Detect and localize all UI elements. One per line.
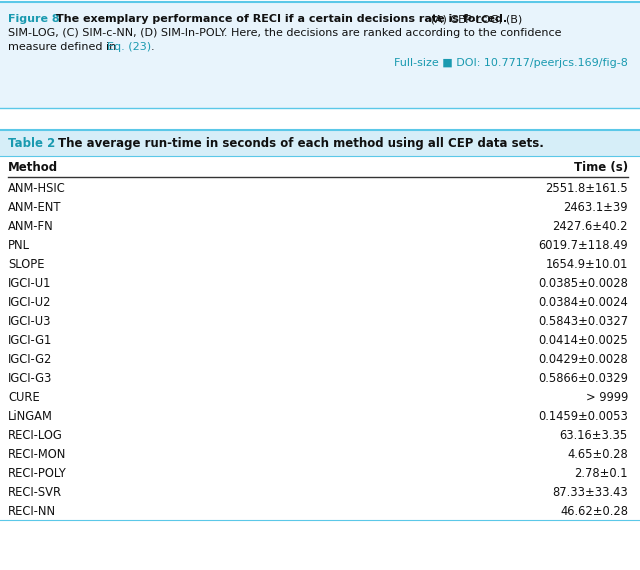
Text: 2463.1±39: 2463.1±39 — [563, 201, 628, 214]
Text: RECI-NN: RECI-NN — [8, 505, 56, 518]
Text: IGCI-U2: IGCI-U2 — [8, 296, 51, 309]
Text: 0.0385±0.0028: 0.0385±0.0028 — [538, 277, 628, 290]
Text: LiNGAM: LiNGAM — [8, 410, 53, 423]
Text: IGCI-U3: IGCI-U3 — [8, 315, 51, 328]
Text: measure defined in: measure defined in — [8, 42, 120, 52]
Text: 2.78±0.1: 2.78±0.1 — [575, 467, 628, 480]
Text: Figure 8: Figure 8 — [8, 14, 60, 24]
Text: 0.5866±0.0329: 0.5866±0.0329 — [538, 372, 628, 385]
Text: ANM-ENT: ANM-ENT — [8, 201, 61, 214]
Text: 0.0414±0.0025: 0.0414±0.0025 — [538, 334, 628, 347]
Text: IGCI-G1: IGCI-G1 — [8, 334, 52, 347]
Text: (A) CEP-LOG, (B): (A) CEP-LOG, (B) — [427, 14, 522, 24]
Text: 0.0429±0.0028: 0.0429±0.0028 — [538, 353, 628, 366]
Text: IGCI-U1: IGCI-U1 — [8, 277, 51, 290]
Text: > 9999: > 9999 — [586, 391, 628, 404]
Text: Time (s): Time (s) — [574, 161, 628, 174]
FancyBboxPatch shape — [0, 130, 640, 156]
Text: .: . — [151, 42, 155, 52]
Text: Method: Method — [8, 161, 58, 174]
Text: The average run-time in seconds of each method using all CEP data sets.: The average run-time in seconds of each … — [58, 137, 544, 150]
Text: 87.33±33.43: 87.33±33.43 — [552, 486, 628, 499]
Text: 2551.8±161.5: 2551.8±161.5 — [545, 182, 628, 195]
Text: RECI-MON: RECI-MON — [8, 448, 67, 461]
Text: RECI-SVR: RECI-SVR — [8, 486, 62, 499]
Text: 0.0384±0.0024: 0.0384±0.0024 — [538, 296, 628, 309]
Text: IGCI-G3: IGCI-G3 — [8, 372, 52, 385]
Text: SLOPE: SLOPE — [8, 258, 45, 271]
Text: Eq. (23): Eq. (23) — [107, 42, 151, 52]
Text: 1654.9±10.01: 1654.9±10.01 — [546, 258, 628, 271]
Text: ANM-FN: ANM-FN — [8, 220, 54, 233]
Text: ANM-HSIC: ANM-HSIC — [8, 182, 66, 195]
Text: Full-size ■ DOI: 10.7717/peerjcs.169/fig-8: Full-size ■ DOI: 10.7717/peerjcs.169/fig… — [394, 58, 628, 68]
Text: The exemplary performance of RECI if a certain decisions rate is forced.: The exemplary performance of RECI if a c… — [56, 14, 507, 24]
Text: Table 2: Table 2 — [8, 137, 55, 150]
Text: 4.65±0.28: 4.65±0.28 — [567, 448, 628, 461]
Text: RECI-POLY: RECI-POLY — [8, 467, 67, 480]
Text: RECI-LOG: RECI-LOG — [8, 429, 63, 442]
Text: 6019.7±118.49: 6019.7±118.49 — [538, 239, 628, 252]
Text: 0.5843±0.0327: 0.5843±0.0327 — [538, 315, 628, 328]
Text: SIM-LOG, (C) SIM-c-NN, (D) SIM-ln-POLY. Here, the decisions are ranked according: SIM-LOG, (C) SIM-c-NN, (D) SIM-ln-POLY. … — [8, 28, 561, 38]
Text: 63.16±3.35: 63.16±3.35 — [560, 429, 628, 442]
FancyBboxPatch shape — [0, 156, 640, 520]
Text: 46.62±0.28: 46.62±0.28 — [560, 505, 628, 518]
Text: CURE: CURE — [8, 391, 40, 404]
Text: 0.1459±0.0053: 0.1459±0.0053 — [538, 410, 628, 423]
Text: 2427.6±40.2: 2427.6±40.2 — [552, 220, 628, 233]
Text: IGCI-G2: IGCI-G2 — [8, 353, 52, 366]
Text: PNL: PNL — [8, 239, 30, 252]
FancyBboxPatch shape — [0, 2, 640, 108]
